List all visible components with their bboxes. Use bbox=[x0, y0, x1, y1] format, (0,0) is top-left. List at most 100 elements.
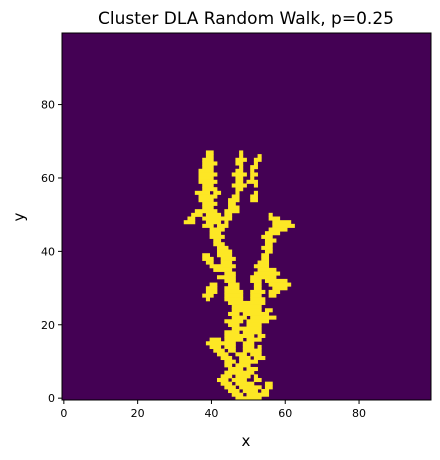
cluster-cell bbox=[205, 260, 214, 265]
y-tick-label: 80 bbox=[41, 99, 55, 112]
cluster-cell bbox=[194, 209, 218, 214]
cluster-cell bbox=[239, 385, 262, 390]
cluster-cell bbox=[261, 253, 270, 258]
cluster-cell bbox=[220, 260, 233, 265]
cluster-cell bbox=[224, 319, 244, 324]
cluster-cell bbox=[242, 330, 262, 335]
x-tick-label: 20 bbox=[131, 407, 145, 420]
cluster-cell bbox=[250, 293, 262, 298]
cluster-cell bbox=[213, 348, 225, 353]
cluster-cell bbox=[253, 355, 266, 361]
cluster-cell bbox=[235, 161, 244, 166]
cluster-cell bbox=[202, 253, 210, 258]
cluster-cell bbox=[242, 344, 255, 350]
cluster-cell bbox=[209, 264, 222, 269]
cluster-cell bbox=[268, 293, 277, 298]
cluster-cell bbox=[250, 168, 255, 173]
cluster-cell bbox=[220, 355, 233, 361]
cluster-cell bbox=[272, 286, 288, 291]
cluster-cell bbox=[246, 322, 262, 327]
cluster-cell bbox=[253, 286, 262, 291]
cluster-cell bbox=[264, 308, 273, 313]
cluster-cell bbox=[224, 278, 236, 283]
cluster-cell bbox=[228, 201, 236, 206]
cluster-cell bbox=[224, 385, 236, 390]
cluster-cell bbox=[242, 388, 258, 394]
cluster-cell bbox=[264, 231, 281, 236]
cluster-cell bbox=[202, 161, 218, 166]
cluster-cell bbox=[239, 333, 255, 339]
cluster-cell bbox=[216, 275, 236, 280]
cluster-cell bbox=[198, 198, 214, 203]
cluster-cell bbox=[235, 168, 244, 173]
cluster-cell bbox=[235, 381, 255, 386]
cluster-cell bbox=[213, 242, 225, 247]
cluster-cell bbox=[224, 216, 233, 221]
cluster-cell bbox=[220, 381, 233, 386]
cluster-cell bbox=[231, 377, 247, 383]
plot-frame bbox=[61, 32, 432, 401]
cluster-cell bbox=[246, 300, 266, 305]
cluster-cell bbox=[216, 352, 229, 357]
cluster-cell bbox=[209, 282, 218, 287]
cluster-cell bbox=[202, 223, 214, 228]
x-tick-label: 80 bbox=[352, 407, 366, 420]
cluster-cell bbox=[220, 264, 236, 269]
cluster-cell bbox=[250, 278, 262, 283]
cluster-cell bbox=[242, 348, 262, 353]
cluster-cell bbox=[268, 282, 292, 287]
cluster-cell bbox=[209, 234, 225, 239]
cluster-cell bbox=[224, 359, 236, 364]
cluster-cell bbox=[264, 381, 273, 386]
cluster-cell bbox=[224, 220, 229, 225]
cluster-cell bbox=[224, 344, 236, 350]
cluster-cell bbox=[239, 154, 244, 159]
cluster-cell bbox=[209, 231, 222, 236]
cluster-cell bbox=[224, 297, 244, 302]
cluster-cell bbox=[261, 245, 273, 250]
cluster-cell bbox=[235, 187, 244, 192]
cluster-cell bbox=[257, 333, 266, 339]
cluster-cell bbox=[253, 374, 258, 379]
cluster-cell bbox=[246, 337, 262, 342]
cluster-cell bbox=[257, 154, 262, 159]
cluster-cell bbox=[268, 289, 281, 294]
cluster-cell bbox=[205, 297, 210, 302]
cluster-cell bbox=[216, 249, 233, 254]
cluster-cell bbox=[250, 297, 266, 302]
cluster-cell bbox=[257, 260, 270, 265]
cluster-cell bbox=[213, 267, 233, 272]
cluster-cell bbox=[250, 289, 266, 294]
cluster-cell bbox=[205, 220, 222, 225]
cluster-cell bbox=[242, 341, 255, 346]
cluster-cell bbox=[228, 205, 240, 210]
cluster-cell bbox=[261, 234, 273, 239]
cluster-cell bbox=[224, 212, 233, 217]
cluster-cell bbox=[209, 337, 222, 342]
cluster-cell bbox=[202, 165, 214, 170]
cluster-cell bbox=[235, 396, 247, 401]
y-tick-label: 60 bbox=[41, 172, 55, 185]
cluster-cell bbox=[224, 333, 240, 339]
cluster-cell bbox=[187, 216, 196, 221]
cluster-cell bbox=[216, 223, 229, 228]
cluster-cell bbox=[198, 172, 218, 177]
x-axis: 0 20 40 60 80 bbox=[60, 400, 366, 420]
cluster-cell bbox=[228, 311, 240, 316]
cluster-cell bbox=[246, 179, 258, 184]
cluster-cell bbox=[246, 396, 262, 401]
cluster-cell bbox=[250, 326, 262, 331]
cluster-cell bbox=[202, 183, 214, 188]
cluster-cell bbox=[253, 377, 262, 383]
cluster-cell bbox=[253, 264, 270, 269]
cluster-cell bbox=[257, 267, 277, 272]
cluster-cell bbox=[202, 216, 225, 221]
cluster-cell bbox=[228, 348, 236, 353]
cluster-cell bbox=[198, 194, 218, 199]
cluster-cell bbox=[235, 157, 247, 162]
cluster-cell bbox=[202, 187, 218, 192]
cluster-cell bbox=[242, 311, 270, 316]
cluster-cell bbox=[224, 286, 240, 291]
cluster-cell bbox=[228, 300, 247, 305]
chart-title: Cluster DLA Random Walk, p=0.25 bbox=[98, 9, 394, 29]
